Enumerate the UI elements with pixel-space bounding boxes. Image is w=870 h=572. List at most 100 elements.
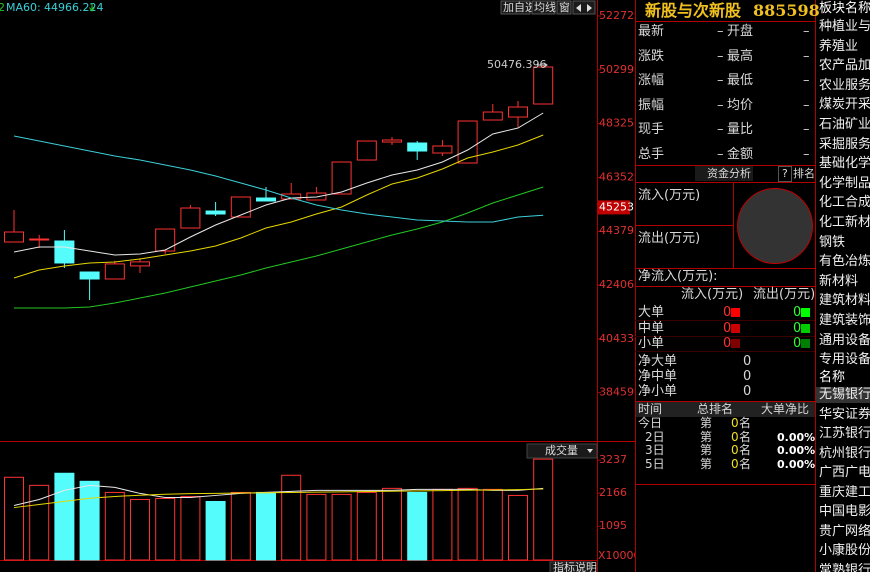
legend-value: 44966.224 [44,1,104,14]
sector-item[interactable]: 新材料 [819,273,859,289]
toolbar-arrows-icon[interactable] [576,4,592,12]
separator [635,21,815,22]
stock-item[interactable]: 重庆建工 [819,484,870,500]
flow-row-label: 大单 [638,305,665,320]
toolbar-button[interactable] [572,0,596,15]
separator [635,225,733,226]
outflow-swatch [801,308,810,317]
column-header: 流出(万元) [753,287,816,302]
inflow-value: 0 [723,336,732,351]
rank-button[interactable]: 排名 [793,167,815,180]
volume-bar [432,488,453,561]
rank-suffix: 名 [739,456,752,471]
panel-border [815,0,816,572]
quote-value: – [803,73,810,88]
candle-body [256,197,276,202]
flow-pie [737,188,813,264]
sector-item[interactable]: 种植业与林 [819,19,870,34]
y-tick-label: 48325 [599,117,634,130]
y-tick-label: 52272 [599,9,634,22]
quote-label: 金额 [727,146,754,162]
sector-item[interactable]: 化工合成材 [819,195,870,211]
stock-item[interactable]: 中国电影 [819,504,870,519]
stock-item[interactable]: 华安证券 [819,406,870,422]
quote-label: 总手 [638,146,665,162]
quote-value: – [717,146,724,162]
indicator-name[interactable]: 成交量 [545,443,578,457]
rank-header: 大单净比 [761,402,810,416]
y-tick-label: 46352 [599,170,634,183]
net-row-value: 0 [743,354,752,369]
quote-title: 新股与次新股 [645,1,742,20]
sector-item[interactable]: 建筑材料 [819,293,870,309]
sector-item[interactable]: 化学制品 [819,175,870,191]
inflow-label: 流入(万元) [638,188,701,203]
toolbar-button-label[interactable]: 加自选 [503,1,536,14]
candle-body [356,140,377,161]
rank-suffix: 名 [739,429,752,444]
quote-value: – [803,24,810,39]
separator [635,286,815,287]
stock-item[interactable]: 小康股份 [819,543,870,558]
sector-item[interactable]: 煤炭开采 [819,97,870,113]
sector-item[interactable]: 建筑装饰 [819,313,870,328]
quote-value: – [803,122,810,137]
rank-prefix: 第 [700,443,713,457]
volume-bar [205,500,226,561]
indicator-help-label[interactable]: 指标说明 [553,560,597,572]
stock-item[interactable]: 江苏银行 [819,426,870,441]
moving-average-line [13,135,544,223]
toolbar-button[interactable] [556,0,572,15]
stock-item[interactable]: 无锡银行 [816,387,870,403]
indicator-help-button[interactable] [549,561,593,572]
outflow-swatch [801,323,810,333]
rank-prefix: 第 [700,456,713,471]
quote-label: 开盘 [727,24,754,39]
rank-prefix: 第 [700,429,713,444]
outflow-value: 0 [793,320,802,336]
sector-item[interactable]: 采掘服务 [819,136,870,152]
sector-item[interactable]: 基础化学 [819,156,870,172]
sector-item[interactable]: 农产品加工 [819,58,870,74]
quote-label: 最低 [727,73,754,88]
side-panel: 新股与次新股 885598 最新 – 开盘 – 涨跌 – 最高 – 涨幅 – 最低 – 振幅 – 均价 – 现手 – 量… [635,0,870,572]
indicator-selector[interactable] [526,443,598,459]
net-flow-title: 净流入(万元): [638,269,718,284]
sector-item[interactable]: 钢铁 [819,234,846,250]
toolbar-button[interactable] [531,0,556,15]
last-price-marker [598,200,630,215]
unit-label: X10000 [598,549,635,562]
stock-item[interactable]: 贵广网络 [819,523,870,539]
volume-bar [29,484,50,561]
rank-period: 5日 [645,456,665,471]
moving-average-line [13,112,544,256]
volume-bar [482,488,503,561]
dropdown-icon[interactable] [587,449,593,453]
sector-item[interactable]: 专用设备 [819,352,870,368]
sector-header: 板块名称 [819,1,870,16]
sector-item[interactable]: 通用设备 [819,332,870,348]
help-button[interactable]: ? [778,166,792,182]
sector-item[interactable]: 石油矿业开 [819,117,870,132]
stock-item[interactable]: 常熟银行 [819,562,870,572]
sector-item[interactable]: 养殖业 [819,38,859,54]
volume-bar [457,487,478,561]
volume-bar [508,494,528,561]
stock-item[interactable]: 杭州银行 [819,445,870,461]
candle-body [155,228,176,252]
candle-body [104,263,125,280]
rank-period: 今日 [638,416,663,430]
quote-value: – [717,97,724,113]
toolbar-button[interactable] [500,0,531,15]
sector-item[interactable]: 有色冶炼加 [819,254,870,270]
large-order-ratio: 0.00% [777,430,816,444]
stock-item[interactable]: 广西广电 [819,465,870,480]
toolbar-button-label[interactable]: 均线 [534,0,556,14]
rank-header: 时间 [638,402,663,416]
sector-item[interactable]: 农业服务 [819,77,870,93]
toolbar-button-label[interactable]: 窗 [559,0,570,14]
rank-header-bg [636,402,815,417]
sector-item[interactable]: 化工新材料 [819,215,870,230]
volume-bar [256,491,276,561]
volume-bar [306,493,327,561]
